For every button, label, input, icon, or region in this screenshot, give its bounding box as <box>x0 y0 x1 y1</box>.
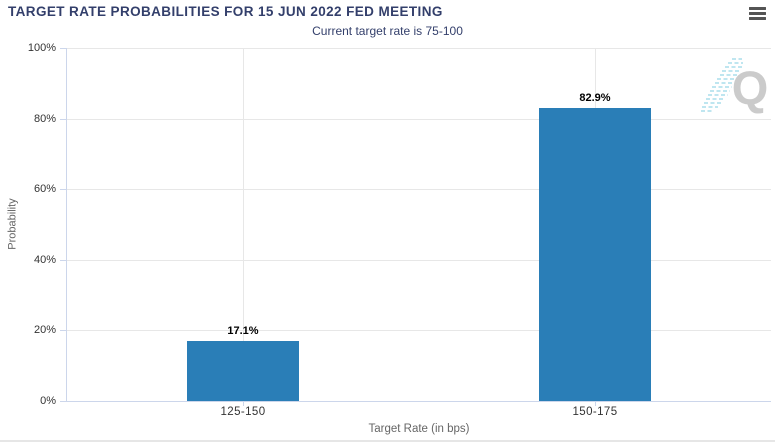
y-tick-80 <box>60 119 67 120</box>
data-label-150-175: 82.9% <box>579 92 611 104</box>
chart-subtitle: Current target rate is 75-100 <box>312 24 463 38</box>
bar-125-150[interactable] <box>187 341 299 401</box>
y-tick-0 <box>60 401 67 402</box>
hamburger-bar <box>749 7 766 10</box>
y-axis-label-100: 100% <box>27 42 56 54</box>
x-gridline-0 <box>243 48 244 401</box>
y-gridline-0 <box>67 401 771 402</box>
y-axis-label-20: 20% <box>33 324 56 336</box>
data-label-125-150: 17.1% <box>227 325 259 337</box>
y-axis-line <box>66 48 67 401</box>
y-tick-100 <box>60 48 67 49</box>
x-axis-label-0: 125-150 <box>220 406 266 418</box>
y-axis-label-40: 40% <box>33 254 56 266</box>
plot-area: 17.1% 82.9% <box>67 48 771 402</box>
y-axis-label-80: 80% <box>33 113 56 125</box>
y-gridline-40 <box>67 260 771 261</box>
y-axis-label-60: 60% <box>33 183 56 195</box>
y-gridline-100 <box>67 48 771 49</box>
hamburger-bar <box>749 17 766 20</box>
hamburger-menu-icon[interactable] <box>749 7 767 22</box>
y-gridline-60 <box>67 189 771 190</box>
y-axis-title: Probability <box>6 198 19 250</box>
y-tick-20 <box>60 330 67 331</box>
y-gridline-80 <box>67 119 771 120</box>
x-tick-0 <box>243 401 244 406</box>
hamburger-bar <box>749 12 766 15</box>
x-tick-1 <box>595 401 596 406</box>
bar-150-175[interactable] <box>539 108 651 401</box>
y-axis-label-0: 0% <box>40 395 56 407</box>
y-tick-40 <box>60 260 67 261</box>
y-gridline-20 <box>67 330 771 331</box>
y-tick-60 <box>60 189 67 190</box>
x-axis-label-1: 150-175 <box>572 406 618 418</box>
x-axis-title: Target Rate (in bps) <box>368 423 470 435</box>
bottom-divider <box>0 440 775 442</box>
chart-title: TARGET RATE PROBABILITIES FOR 15 JUN 202… <box>8 4 443 19</box>
